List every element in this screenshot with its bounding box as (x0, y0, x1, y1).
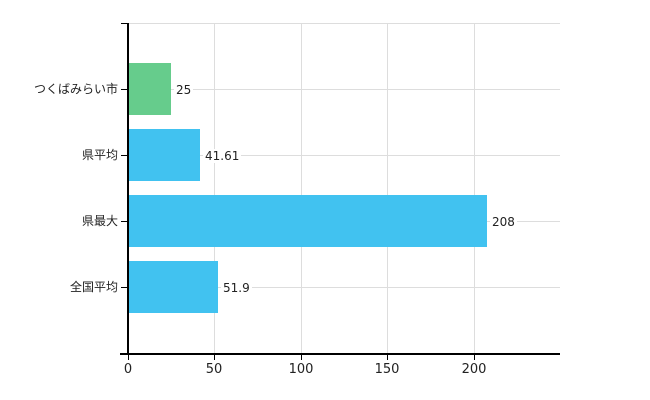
v-gridline (474, 23, 475, 353)
y-axis-tick (121, 89, 128, 90)
category-label: 全国平均 (69, 280, 118, 294)
y-axis-tick (121, 23, 128, 24)
h-gridline (128, 155, 560, 156)
x-axis-tick (214, 353, 215, 360)
x-axis-line (120, 353, 560, 355)
h-gridline (128, 89, 560, 90)
x-tick-label: 100 (288, 362, 314, 377)
value-label: 25 (174, 83, 194, 97)
category-label: 県平均 (81, 148, 118, 162)
v-gridline (214, 23, 215, 353)
value-label: 208 (490, 215, 517, 229)
x-tick-label: 150 (374, 362, 400, 377)
x-tick-label: 50 (205, 362, 223, 377)
x-tick-label: 200 (461, 362, 487, 377)
bar (128, 195, 487, 247)
y-axis-tick (121, 155, 128, 156)
y-axis-tick (121, 287, 128, 288)
x-axis-tick (474, 353, 475, 360)
category-label: 県最大 (81, 214, 118, 228)
x-axis-tick (128, 353, 129, 360)
bar (128, 261, 218, 313)
value-label: 41.61 (203, 149, 242, 163)
category-label: つくばみらい市 (33, 82, 118, 96)
bar (128, 63, 171, 115)
v-gridline (387, 23, 388, 353)
x-tick-label: 0 (123, 362, 133, 377)
y-axis-tick (121, 221, 128, 222)
y-axis-line (127, 23, 129, 353)
x-axis-tick (387, 353, 388, 360)
v-gridline (301, 23, 302, 353)
bar (128, 129, 200, 181)
value-label: 51.9 (221, 281, 252, 295)
h-gridline (128, 287, 560, 288)
h-gridline (128, 23, 560, 24)
x-axis-tick (301, 353, 302, 360)
